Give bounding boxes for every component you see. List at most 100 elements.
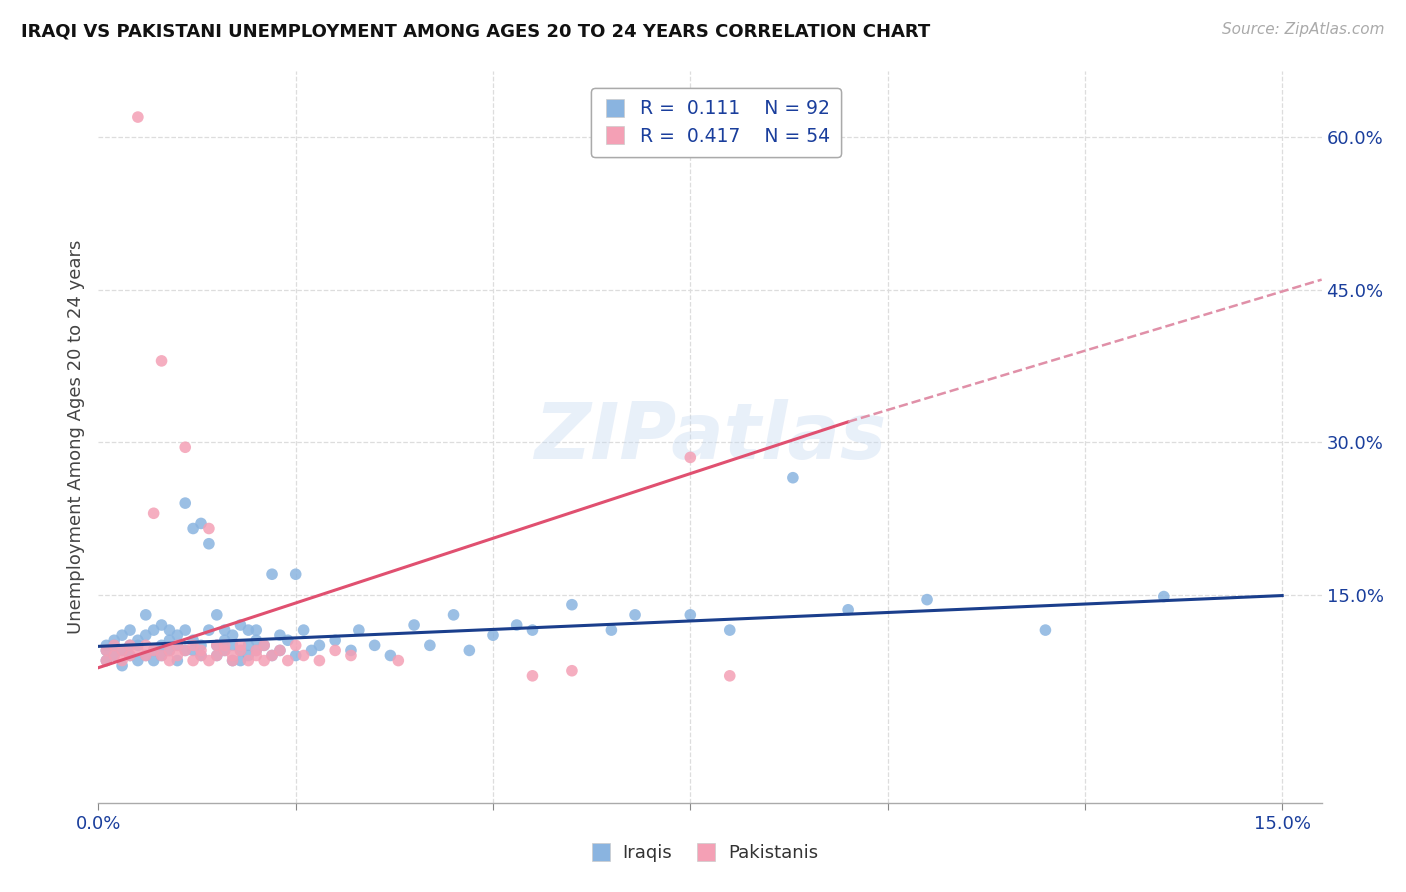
Point (363, 638, 385, 652)
Point (245, 623, 267, 637)
Point (229, 654, 252, 668)
Point (159, 643, 181, 657)
Point (221, 654, 243, 668)
Point (96, 654, 118, 668)
Point (135, 648, 157, 663)
Point (419, 638, 441, 652)
Point (190, 638, 212, 652)
Point (166, 648, 188, 663)
Point (561, 598, 583, 612)
Point (238, 648, 260, 663)
Point (229, 618, 252, 632)
Point (150, 648, 173, 663)
Point (142, 643, 165, 657)
Point (166, 638, 188, 652)
Point (269, 628, 291, 642)
Point (142, 654, 165, 668)
Point (221, 638, 243, 652)
Point (181, 638, 204, 652)
Point (269, 643, 291, 657)
Point (245, 633, 267, 648)
Point (214, 638, 236, 652)
Point (679, 450, 702, 465)
Point (245, 643, 267, 657)
Point (111, 658, 134, 673)
Point (111, 654, 134, 668)
Point (198, 521, 221, 535)
Point (679, 607, 702, 622)
Point (159, 623, 181, 637)
Point (340, 643, 363, 657)
Point (1035, 623, 1057, 637)
Legend: Iraqis, Pakistanis: Iraqis, Pakistanis (581, 838, 825, 870)
Point (127, 654, 149, 668)
Point (205, 648, 228, 663)
Point (190, 648, 212, 663)
Point (181, 654, 204, 668)
Point (118, 623, 141, 637)
Point (118, 648, 141, 663)
Point (277, 633, 299, 648)
Point (482, 628, 505, 642)
Point (292, 648, 315, 663)
Text: Source: ZipAtlas.com: Source: ZipAtlas.com (1222, 22, 1385, 37)
Point (221, 654, 243, 668)
Point (308, 638, 330, 652)
Point (253, 638, 276, 652)
Text: ZIPatlas: ZIPatlas (534, 399, 886, 475)
Point (292, 623, 315, 637)
Point (174, 643, 197, 657)
Point (269, 643, 291, 657)
Point (118, 648, 141, 663)
Point (166, 628, 188, 642)
Point (260, 648, 283, 663)
Point (174, 643, 197, 657)
Point (135, 628, 157, 642)
Point (284, 567, 307, 582)
Point (205, 638, 228, 652)
Point (323, 643, 346, 657)
Point (159, 654, 181, 668)
Point (96, 654, 118, 668)
Point (837, 603, 859, 617)
Point (205, 607, 228, 622)
Point (135, 648, 157, 663)
Point (190, 516, 212, 531)
Point (238, 654, 260, 668)
Point (198, 623, 221, 637)
Point (229, 643, 252, 657)
Point (221, 648, 243, 663)
Point (284, 638, 307, 652)
Point (915, 592, 938, 607)
Point (127, 638, 149, 652)
Point (198, 537, 221, 551)
Point (260, 567, 283, 582)
Point (135, 607, 157, 622)
Point (135, 638, 157, 652)
Point (205, 648, 228, 663)
Point (127, 633, 149, 648)
Point (103, 633, 125, 648)
Point (150, 618, 173, 632)
Point (214, 623, 236, 637)
Point (181, 521, 204, 535)
Point (443, 607, 465, 622)
Point (253, 638, 276, 652)
Point (190, 643, 212, 657)
Point (308, 654, 330, 668)
Point (159, 633, 181, 648)
Point (174, 623, 197, 637)
Point (347, 623, 370, 637)
Point (260, 648, 283, 663)
Point (118, 638, 141, 652)
Point (458, 643, 481, 657)
Point (190, 648, 212, 663)
Point (150, 638, 173, 652)
Point (277, 654, 299, 668)
Point (103, 648, 125, 663)
Point (245, 643, 267, 657)
Point (284, 648, 307, 663)
Point (166, 638, 188, 652)
Point (96, 638, 118, 652)
Point (1153, 590, 1175, 604)
